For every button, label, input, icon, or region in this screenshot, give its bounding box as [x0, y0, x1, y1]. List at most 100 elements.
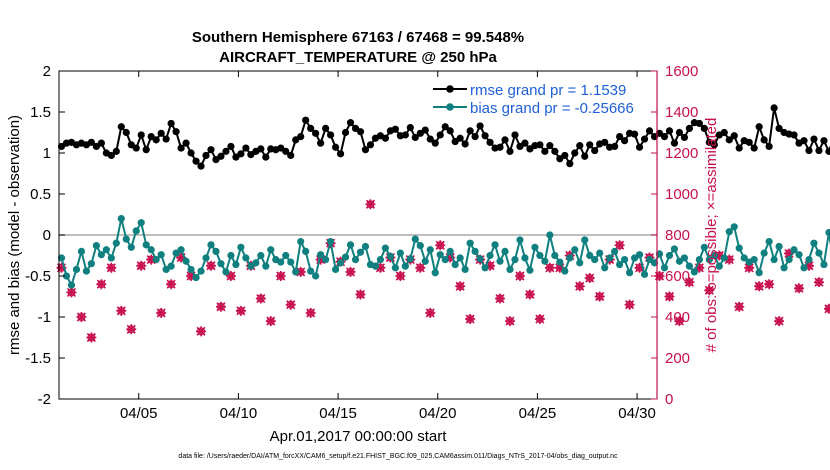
obs-assimilated-marker [495, 293, 506, 304]
rmse-point [401, 131, 409, 139]
bias-point [541, 257, 549, 265]
rmse-point [805, 146, 813, 155]
obs-assimilated-marker [614, 240, 625, 251]
bias-point [326, 237, 335, 246]
bias-point [92, 242, 100, 250]
rmse-point [775, 124, 783, 132]
obs-assimilated-marker [126, 324, 137, 335]
bias-point [621, 256, 629, 264]
bias-point [411, 235, 419, 243]
rmse-point [192, 157, 200, 165]
bias-point [780, 264, 788, 272]
obs-assimilated-marker [425, 307, 436, 318]
bias-point [760, 249, 768, 257]
obs-assimilated-marker [66, 287, 77, 298]
rmse-point [735, 144, 743, 152]
bias-point [187, 265, 195, 274]
bias-point [765, 237, 773, 246]
rmse-point [287, 151, 295, 160]
obs-assimilated-marker [784, 248, 795, 259]
obs-assimilated-marker [56, 262, 67, 273]
y-tick-label: 0 [43, 227, 51, 244]
bias-point [197, 267, 205, 275]
bias-point [282, 251, 290, 260]
bias-point [336, 259, 345, 267]
rmse-point [202, 151, 210, 160]
obs-assimilated-marker [684, 277, 695, 288]
bias-point [62, 272, 71, 280]
rmse-point [616, 133, 624, 141]
legend-bias-marker [446, 103, 454, 111]
bias-point [810, 239, 818, 247]
chart-subtitle: AIRCRAFT_TEMPERATURE @ 250 hPa [219, 49, 497, 66]
rmse-point [645, 127, 654, 135]
bias-point [461, 265, 469, 274]
rmse-point [137, 131, 145, 139]
bias-point [77, 247, 86, 255]
bias-point [177, 246, 185, 254]
bias-point [481, 264, 489, 272]
bias-point [670, 245, 679, 253]
rmse-point [406, 123, 414, 132]
rmse-point [576, 142, 584, 150]
bias-point [690, 268, 698, 276]
bias-point [262, 262, 270, 270]
obs-assimilated-marker [375, 262, 386, 273]
bias-point [740, 254, 748, 262]
rmse-point [461, 140, 469, 148]
bias-point [167, 262, 175, 270]
rmse-point [346, 119, 355, 127]
obs-assimilated-marker [734, 301, 745, 312]
bias-point [601, 264, 609, 272]
bias-point [556, 258, 564, 266]
rmse-point [361, 146, 370, 154]
obs-assimilated-marker [305, 307, 316, 318]
rmse-point [790, 131, 798, 139]
bias-point [72, 265, 81, 274]
rmse-point [710, 141, 718, 149]
obs-assimilated-marker [654, 271, 665, 281]
obs-assimilated-marker [554, 262, 565, 273]
bias-point [421, 257, 429, 265]
x-tick-label: 04/05 [120, 405, 158, 422]
rmse-point [107, 151, 115, 160]
rmse-point [157, 129, 165, 137]
obs-assimilated-marker [186, 271, 197, 281]
bias-point [436, 251, 444, 259]
bias-point [112, 239, 120, 247]
rmse-point [725, 136, 733, 144]
bias-point [287, 258, 295, 266]
rmse-point [496, 143, 504, 151]
y-axis-ticks: -2 -1.5 -1 -0.5 0 0.5 1 1.5 2 [25, 63, 65, 408]
rmse-point [227, 142, 235, 151]
rmse-point [446, 127, 454, 135]
rmse-point [381, 134, 390, 142]
rmse-point [341, 128, 350, 137]
bias-point [381, 244, 390, 252]
rmse-point [546, 142, 554, 150]
rmse-point [770, 104, 778, 112]
obs-assimilated-marker [465, 314, 476, 325]
obs-assimilated-marker [225, 271, 236, 281]
y-tick-label: -1.5 [25, 350, 51, 367]
rmse-point [815, 146, 823, 155]
rmse-point [621, 137, 629, 145]
rmse-series [57, 104, 830, 170]
bias-point [655, 250, 664, 258]
y-right-tick-label: 1400 [665, 104, 698, 121]
obs-assimilated-marker [813, 277, 824, 288]
rmse-point [755, 123, 763, 131]
bias-point [102, 246, 110, 254]
obs-assimilated-marker [455, 281, 466, 292]
rmse-point [476, 122, 484, 130]
rmse-point [466, 127, 474, 135]
rmse-point [177, 144, 185, 152]
obs-assimilated-marker [285, 299, 296, 310]
rmse-point [456, 134, 464, 142]
y-tick-label: -2 [38, 391, 51, 408]
data-file-footer: data file: /Users/raeder/DAI/ATM_forcXX/… [178, 453, 618, 460]
bias-point [820, 260, 828, 269]
bias-point [351, 256, 360, 264]
legend: rmse grand pr = 1.1539 bias grand pr = -… [433, 82, 634, 117]
obs-assimilated-marker [265, 316, 276, 327]
